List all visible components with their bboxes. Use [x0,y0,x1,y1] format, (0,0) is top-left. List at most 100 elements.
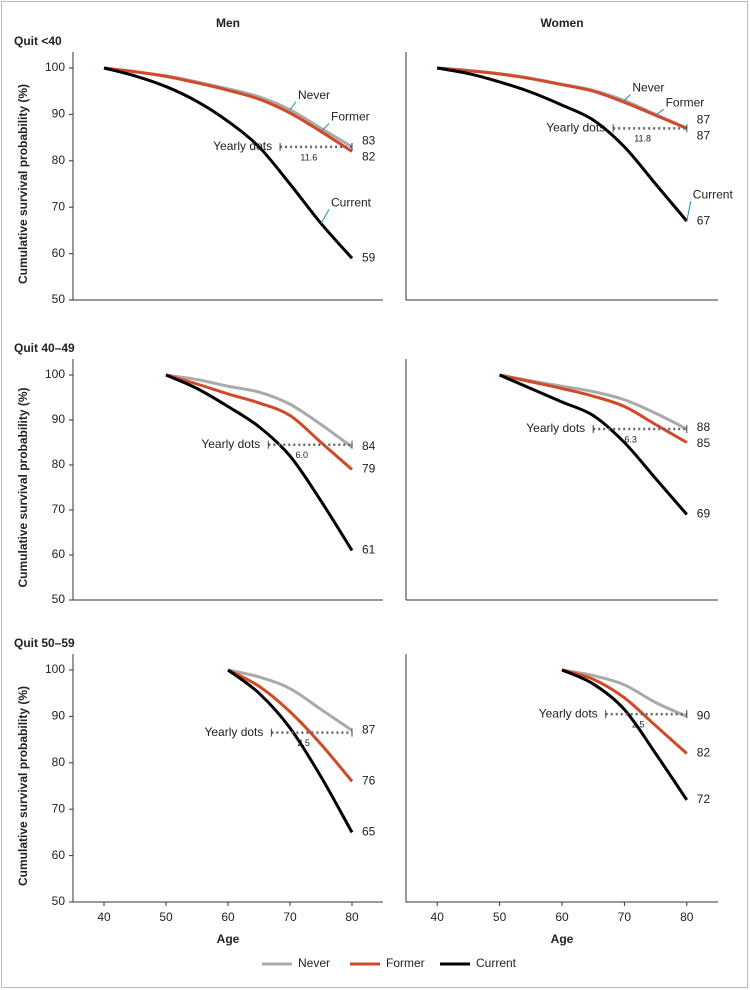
end-label: 84 [362,439,376,453]
end-label: 87 [697,112,711,126]
end-label: 82 [697,746,711,760]
x-tick-label: 50 [493,910,507,924]
dots-label: Yearly dots [204,725,263,739]
series-line [165,373,354,552]
gap-label: 6.3 [624,434,637,444]
end-label: 90 [697,709,711,723]
y-tick-label: 100 [45,367,65,381]
legend-label: Never [298,956,330,970]
y-tick-label: 90 [52,709,66,723]
x-tick-label: 80 [345,910,359,924]
series-line [436,66,688,223]
y-tick-label: 60 [52,246,66,260]
series-line [165,373,353,449]
series-line [561,668,688,718]
label-leader [289,101,297,111]
series-line [103,66,353,153]
gap-label: 6.0 [296,450,309,460]
x-tick-label: 60 [555,910,569,924]
x-axis-label: Age [551,932,574,946]
end-label: 88 [697,420,711,434]
gap-label: 11.6 [300,152,317,162]
y-axis-label: Cumulative survival probability (%) [16,387,30,587]
series-line [227,668,353,732]
series-line [437,66,688,130]
series-line [227,668,354,783]
x-tick-label: 70 [618,910,632,924]
series-line [561,668,688,755]
dots-label: Yearly dots [546,120,605,134]
end-label: 87 [362,722,376,736]
y-tick-label: 70 [52,199,66,213]
end-label: 59 [362,250,376,264]
series-line [437,66,688,130]
y-tick-label: 80 [52,153,66,167]
end-label: 83 [362,133,376,147]
panel-label: Quit 40–49 [14,341,75,355]
label-leader [320,123,330,132]
gap-label: 2.5 [632,719,645,729]
series-line [561,668,689,801]
dots-label: Yearly dots [526,421,585,435]
series-label: Current [331,196,372,210]
series-line [499,373,688,444]
dots-label: Yearly dots [201,437,260,451]
end-label: 72 [697,792,711,806]
x-tick-label: 80 [680,910,694,924]
label-leader [624,94,631,101]
end-label: 76 [362,774,376,788]
x-tick-label: 70 [283,910,297,924]
legend-label: Former [386,956,425,970]
y-tick-label: 60 [52,848,66,862]
y-tick-label: 100 [45,662,65,676]
y-tick-label: 80 [52,457,66,471]
y-tick-label: 50 [52,592,66,606]
panel-label: Quit <40 [14,34,62,48]
series-line [165,373,353,471]
label-leader [320,209,330,224]
y-axis-label: Cumulative survival probability (%) [16,84,30,284]
end-label: 65 [362,825,376,839]
series-label: Never [298,88,330,102]
y-axis-label: Cumulative survival probability (%) [16,686,30,886]
legend-label: Current [476,956,517,970]
end-label: 85 [697,436,711,450]
dots-label: Yearly dots [539,706,598,720]
end-label: 87 [697,128,711,142]
end-label: 79 [362,462,376,476]
end-label: 82 [362,149,376,163]
x-tick-label: 40 [97,910,111,924]
series-line [103,66,353,149]
label-leader [655,108,664,116]
y-tick-label: 70 [52,502,66,516]
column-title: Women [540,16,583,30]
series-line [227,668,354,834]
y-tick-label: 50 [52,894,66,908]
series-label: Current [693,187,734,201]
y-tick-label: 100 [45,60,65,74]
end-label: 69 [697,507,711,521]
series-label: Former [666,95,705,109]
panel-label: Quit 50–59 [14,636,75,650]
end-label: 67 [697,213,711,227]
x-tick-label: 40 [431,910,445,924]
x-tick-label: 60 [221,910,235,924]
series-label: Never [632,81,664,95]
label-leader [686,201,692,222]
x-tick-label: 50 [159,910,173,924]
series-label: Former [331,110,370,124]
y-tick-label: 80 [52,755,66,769]
end-label: 61 [362,543,376,557]
series-line [499,373,688,516]
x-axis-label: Age [217,932,240,946]
gap-label: 11.8 [634,134,651,144]
y-tick-label: 90 [52,107,66,121]
y-tick-label: 90 [52,412,66,426]
column-title: Men [216,16,240,30]
dots-label: Yearly dots [213,139,272,153]
series-line [103,66,354,260]
y-tick-label: 70 [52,801,66,815]
gap-label: 2.5 [297,738,310,748]
